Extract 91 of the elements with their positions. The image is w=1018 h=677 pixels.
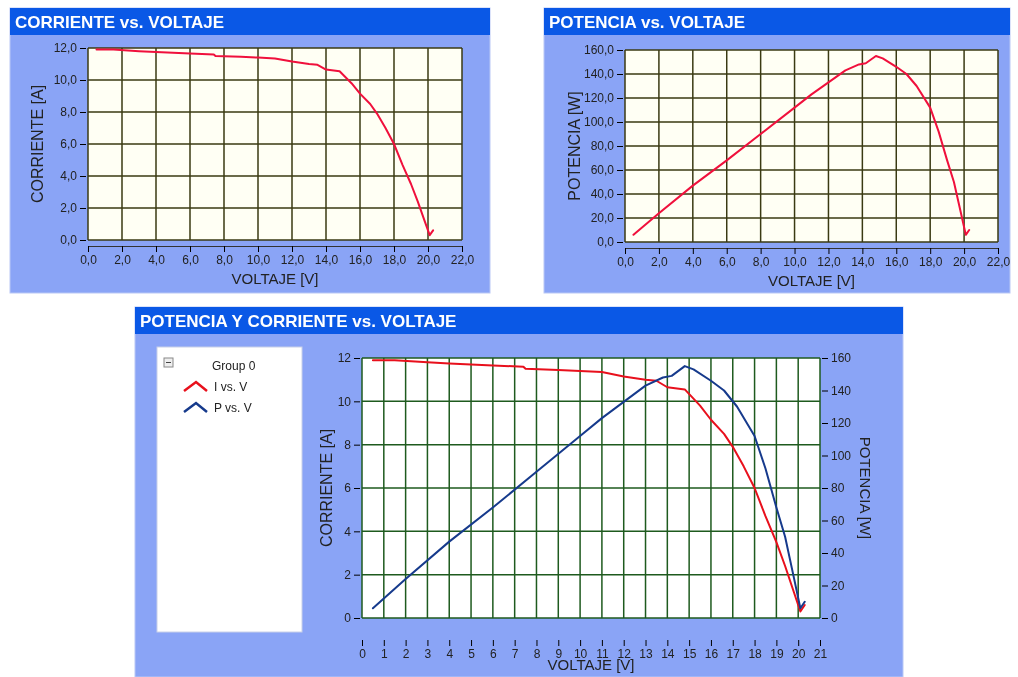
x-tick-label: 2,0 xyxy=(651,254,669,269)
y-tick-label: 120,0 xyxy=(583,91,615,106)
x-tick-label: 11 xyxy=(596,646,609,661)
y-tick-label: 2,0 xyxy=(60,201,78,216)
x-tick-label: 18 xyxy=(748,646,763,661)
y-tick-label: 20,0 xyxy=(590,211,615,226)
x-tick-label: 1 xyxy=(380,646,388,661)
y2-tick-label: 160 xyxy=(831,351,852,366)
x-tick-label: 17 xyxy=(726,646,741,661)
y-tick-label: 0,0 xyxy=(597,235,615,250)
x-tick-label: 9 xyxy=(555,646,563,661)
x-tick-label: 20 xyxy=(792,646,806,661)
x-tick-label: 0,0 xyxy=(80,252,98,267)
x-tick-label: 6,0 xyxy=(718,254,736,269)
x-tick-label: 22,0 xyxy=(450,252,475,267)
x-tick-label: 8,0 xyxy=(752,254,770,269)
x-tick-label: 2 xyxy=(402,646,410,661)
x-tick-label: 10 xyxy=(573,646,588,661)
x-axis-title: VOLTAJE [V] xyxy=(768,272,855,289)
y-tick-label: 8 xyxy=(344,438,352,453)
y-tick-label: 6 xyxy=(344,481,352,496)
y-tick-label: 8,0 xyxy=(60,105,78,120)
y2-tick-label: 40 xyxy=(831,546,845,561)
y-tick-label: 80,0 xyxy=(590,139,615,154)
y2-tick-label: 120 xyxy=(831,416,852,431)
y2-tick-label: 100 xyxy=(831,448,852,463)
x-tick-label: 0,0 xyxy=(617,254,635,269)
chart-title: POTENCIA Y CORRIENTE vs. VOLTAJE xyxy=(140,312,457,331)
y2-tick-label: 80 xyxy=(831,481,845,496)
x-tick-label: 4 xyxy=(446,646,454,661)
line-series xyxy=(632,55,971,236)
x-axis-title: VOLTAJE [V] xyxy=(231,270,319,287)
x-tick-label: 6,0 xyxy=(182,252,200,267)
y-tick-label: 0 xyxy=(344,611,352,626)
y-tick-label: 2 xyxy=(344,568,352,583)
y-tick-label: 10 xyxy=(337,394,352,409)
y-tick-label: 40,0 xyxy=(590,187,615,202)
y-tick-label: 0,0 xyxy=(60,233,78,248)
y-tick-label: 10,0 xyxy=(53,73,78,88)
x-tick-label: 22,0 xyxy=(986,254,1011,269)
y2-tick-label: 140 xyxy=(831,383,852,398)
x-tick-label: 19 xyxy=(770,646,784,661)
y2-tick-label: 0 xyxy=(831,611,838,626)
x-tick-label: 16 xyxy=(704,646,719,661)
x-tick-label: 13 xyxy=(639,646,654,661)
x-tick-label: 3 xyxy=(424,646,432,661)
x-tick-label: 14,0 xyxy=(851,254,875,269)
y2-tick-label: 20 xyxy=(831,578,845,593)
x-tick-label: 12,0 xyxy=(280,252,305,267)
y-axis-title: POTENCIA [W] xyxy=(566,91,583,201)
x-tick-label: 8,0 xyxy=(216,252,234,267)
x-tick-label: 12,0 xyxy=(817,254,841,269)
y-tick-label: 4 xyxy=(344,524,352,539)
y-tick-label: 12 xyxy=(337,351,352,366)
x-tick-label: 21 xyxy=(813,646,828,661)
x-tick-label: 8 xyxy=(533,646,541,661)
y-tick-label: 6,0 xyxy=(60,137,78,152)
x-tick-label: 0 xyxy=(359,646,367,661)
x-tick-label: 16,0 xyxy=(885,254,909,269)
x-tick-label: 10,0 xyxy=(246,252,271,267)
legend-title: Group 0 xyxy=(212,359,256,373)
y-axis-title: CORRIENTE [A] xyxy=(29,84,46,204)
legend-label: P vs. V xyxy=(214,401,252,415)
y2-tick-label: 60 xyxy=(831,513,845,528)
x-tick-label: 4,0 xyxy=(684,254,702,269)
x-tick-label: 15 xyxy=(682,646,697,661)
y-axis-title: CORRIENTE [A] xyxy=(318,428,335,548)
y-tick-label: 60,0 xyxy=(590,163,615,178)
x-tick-label: 20,0 xyxy=(952,254,977,269)
x-tick-label: 10,0 xyxy=(783,254,808,269)
x-tick-label: 5 xyxy=(468,646,476,661)
x-tick-label: 20,0 xyxy=(416,252,441,267)
x-tick-label: 18,0 xyxy=(919,254,943,269)
x-tick-label: 14,0 xyxy=(314,252,339,267)
y-tick-label: 100,0 xyxy=(583,115,615,130)
chart-title: POTENCIA vs. VOLTAJE xyxy=(549,13,746,32)
x-tick-label: 7 xyxy=(511,646,519,661)
y-tick-label: 140,0 xyxy=(583,67,615,82)
x-tick-label: 4,0 xyxy=(148,252,166,267)
x-tick-label: 16,0 xyxy=(348,252,373,267)
x-tick-label: 18,0 xyxy=(382,252,407,267)
line-series xyxy=(95,48,435,237)
y-tick-label: 160,0 xyxy=(583,43,615,58)
y-tick-label: 12,0 xyxy=(53,41,78,56)
x-tick-label: 2,0 xyxy=(114,252,132,267)
chart-title: CORRIENTE vs. VOLTAJE xyxy=(15,13,225,32)
x-tick-label: 14 xyxy=(661,646,675,661)
x-tick-label: 6 xyxy=(490,646,498,661)
y-tick-label: 4,0 xyxy=(60,169,78,184)
legend-label: I vs. V xyxy=(214,380,248,394)
y2-axis-title: POTENCIA [W] xyxy=(857,436,874,540)
